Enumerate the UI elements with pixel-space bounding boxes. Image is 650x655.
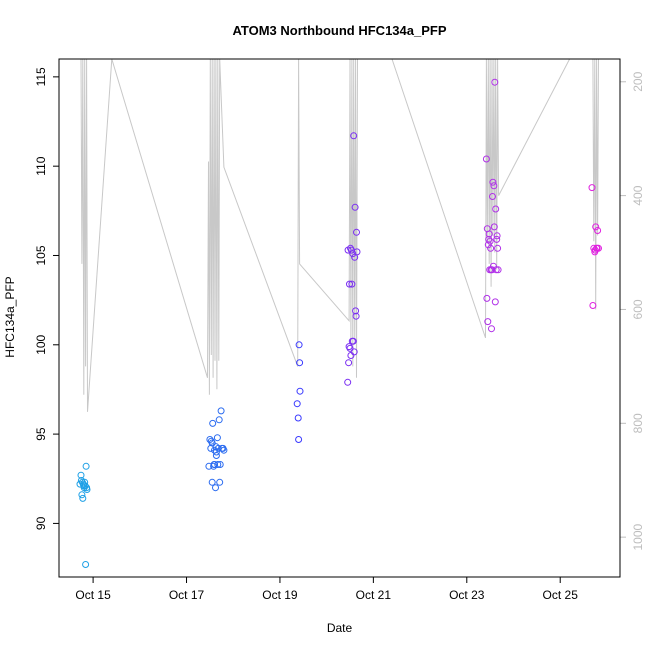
x-tick-label: Oct 25 (543, 588, 579, 602)
secondary-tick-label: 800 (631, 413, 645, 433)
data-point (214, 461, 222, 468)
data-point (350, 348, 358, 356)
data-point (295, 436, 303, 443)
data-point (212, 452, 220, 459)
data-point (490, 182, 498, 190)
data-point (592, 223, 600, 231)
data-point (82, 561, 90, 568)
data-point (590, 244, 598, 252)
data-point (212, 484, 219, 492)
data-point (493, 232, 501, 240)
data-point (216, 478, 224, 486)
data-point (296, 387, 304, 395)
plot-frame (58, 58, 621, 578)
x-tick-label: Oct 23 (449, 588, 485, 602)
data-point (492, 266, 500, 274)
data-point (491, 298, 499, 306)
secondary-tick-label: 400 (631, 185, 645, 205)
data-point (296, 359, 304, 367)
data-point (344, 378, 352, 386)
data-point (344, 246, 352, 254)
data-point (345, 359, 353, 367)
x-tick-label: Oct 17 (169, 588, 205, 602)
y-tick-label: 90 (34, 516, 48, 530)
data-point (491, 78, 499, 86)
data-point (83, 486, 91, 493)
x-tick-label: Oct 15 (75, 588, 111, 602)
y-tick-label: 110 (34, 156, 48, 175)
data-point (217, 407, 225, 415)
data-point (78, 491, 86, 499)
data-point (490, 223, 498, 231)
chart-title: ATOM3 Northbound HFC134a_PFP (232, 23, 446, 38)
data-point (589, 302, 597, 309)
data-point (484, 318, 492, 326)
data-point (213, 434, 221, 442)
data-point (82, 462, 90, 470)
data-point (208, 478, 216, 486)
data-point (485, 230, 493, 238)
altitude-line-layer (80, 59, 600, 412)
data-point (77, 471, 85, 479)
x-tick-label: Oct 19 (262, 588, 298, 602)
data-point (209, 419, 217, 427)
data-point (488, 325, 495, 333)
data-point (593, 244, 601, 252)
x-axis-title: Date (327, 621, 353, 635)
data-point (346, 280, 353, 288)
data-point (211, 461, 218, 468)
data-point (351, 203, 359, 211)
data-point (295, 341, 303, 349)
data-point (492, 205, 500, 213)
data-point (353, 248, 361, 256)
data-point (293, 400, 301, 408)
y-axis-title: HFC134a_PFP (3, 276, 17, 357)
data-point (487, 244, 495, 252)
altitude-line (80, 59, 600, 412)
data-point (81, 482, 89, 490)
data-point (489, 178, 497, 186)
data-point (493, 235, 501, 243)
data-point (206, 436, 214, 443)
secondary-tick-label: 200 (631, 71, 645, 91)
data-point (588, 184, 596, 192)
data-point (215, 416, 223, 424)
data-point (348, 280, 356, 288)
data-point (345, 343, 353, 351)
data-point (350, 132, 358, 140)
data-point (352, 312, 360, 320)
data-point (483, 294, 491, 302)
data-point (208, 439, 216, 447)
data-point (485, 235, 493, 243)
data-point (494, 244, 502, 252)
y-tick-label: 105 (34, 245, 48, 265)
data-point (594, 227, 602, 234)
data-point (349, 337, 357, 345)
y-tick-label: 95 (34, 427, 48, 441)
data-point (220, 446, 228, 454)
data-point (294, 414, 302, 422)
data-point (494, 266, 502, 274)
secondary-tick-label: 600 (631, 299, 645, 319)
data-point (591, 246, 599, 254)
secondary-tick-label: 1000 (631, 523, 645, 550)
data-point (352, 307, 360, 315)
data-point (489, 193, 496, 200)
data-point (486, 237, 494, 245)
y-tick-label: 115 (34, 67, 48, 86)
data-point (353, 228, 360, 236)
y-tick-label: 100 (34, 334, 48, 354)
data-point (349, 250, 357, 258)
scatter-points-layer (76, 78, 602, 568)
data-point (79, 494, 87, 502)
data-point (482, 155, 490, 163)
data-point (212, 448, 220, 456)
x-tick-label: Oct 21 (356, 588, 392, 602)
data-point (484, 241, 492, 249)
